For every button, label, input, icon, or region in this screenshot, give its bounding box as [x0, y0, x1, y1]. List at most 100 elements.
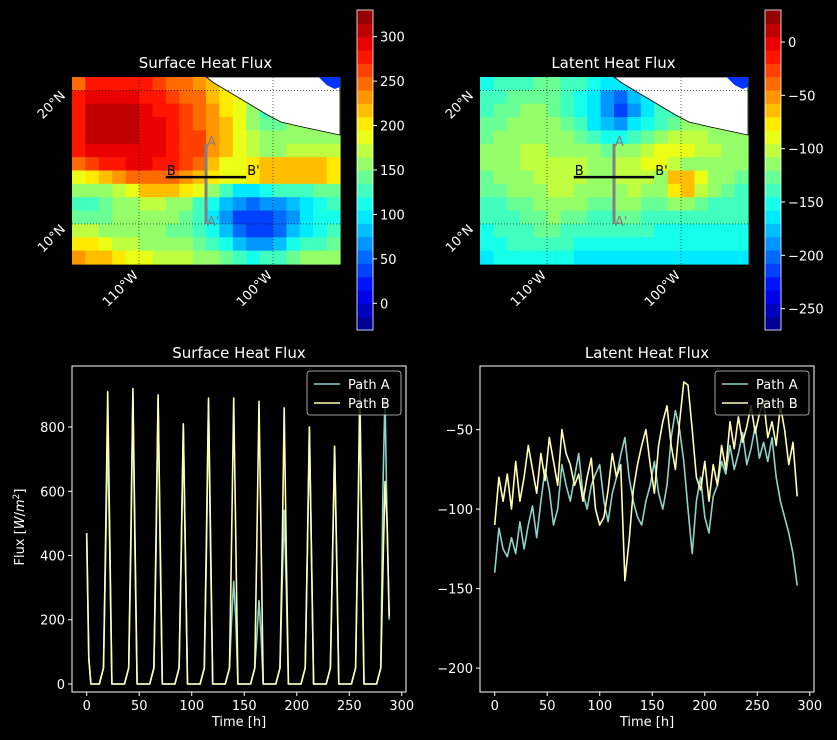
- heatmap-cell: [640, 130, 655, 145]
- heatmap-cell: [573, 130, 588, 145]
- heatmap-cell: [533, 77, 548, 91]
- heatmap-cell: [707, 210, 722, 225]
- lon-tick-label: 110°W: [100, 268, 142, 310]
- heatmap-cell: [299, 237, 314, 252]
- heatmap-cell: [139, 197, 153, 212]
- heatmap-cell: [206, 237, 220, 252]
- heatmap-cell: [85, 183, 100, 198]
- heatmap-cell: [299, 157, 314, 172]
- heatmap-cell: [506, 197, 521, 212]
- heatmap-cell: [206, 130, 220, 145]
- heatmap-cell: [313, 210, 328, 225]
- heatmap-cell: [139, 170, 153, 185]
- heatmap-cell: [273, 183, 287, 198]
- heatmap-cell: [139, 223, 153, 238]
- heatmap-cell: [627, 143, 642, 158]
- x-axis-label-latent: Time [h]: [619, 715, 674, 730]
- heatmap-cell: [506, 210, 521, 225]
- heatmap-cell: [533, 183, 548, 198]
- heatmap-cell: [654, 237, 669, 252]
- heatmap-cell: [232, 237, 247, 252]
- heatmap-cell: [573, 183, 588, 198]
- heatmap-cell: [259, 237, 274, 252]
- heatmap-cell: [165, 157, 180, 172]
- heatmap-cell: [112, 130, 127, 145]
- heatmap-cell: [125, 130, 140, 145]
- heatmap-cell: [179, 77, 194, 91]
- heatmap-cell: [98, 103, 113, 118]
- heatmap-cell: [667, 210, 682, 225]
- heatmap-cell: [547, 157, 561, 172]
- heatmap-cell: [480, 117, 494, 132]
- heatmap-cell: [600, 90, 615, 105]
- colorbar-band: [357, 63, 373, 78]
- heatmap-cell: [520, 130, 535, 145]
- colorbar-band: [357, 210, 373, 224]
- heatmap-cell: [139, 210, 153, 225]
- heatmap-cell: [72, 170, 86, 185]
- heatmap-cell: [232, 210, 247, 225]
- heatmap-cell: [520, 183, 535, 198]
- heatmap-cell: [533, 117, 548, 132]
- colorbar-band: [357, 276, 373, 291]
- heatmap-cell: [152, 223, 167, 238]
- heatmap-cell: [667, 117, 682, 132]
- heatmap-cell: [627, 90, 642, 105]
- colorbar-tick-label: −100: [788, 143, 824, 158]
- heatmap-cell: [112, 117, 127, 132]
- y-tick-label: 200: [40, 614, 65, 629]
- x-tick-label: 50: [539, 699, 556, 714]
- heatmap-cell: [667, 197, 682, 212]
- heatmap-cell: [232, 117, 247, 132]
- heatmap-cell: [533, 237, 548, 252]
- heatmap-cell: [654, 143, 669, 158]
- heatmap-cell: [125, 197, 140, 212]
- heatmap-cell: [547, 117, 561, 132]
- heatmap-cell: [219, 223, 234, 238]
- heatmap-cell: [206, 210, 220, 225]
- heatmap-cell: [721, 197, 736, 212]
- colorbar-band: [765, 196, 781, 211]
- colorbar-band: [357, 290, 373, 304]
- heatmap-cell: [587, 210, 602, 225]
- heatmap-cell: [627, 130, 642, 145]
- heatmap-cell: [246, 117, 261, 132]
- heatmap-cell: [112, 103, 127, 118]
- heatmap-cell: [573, 197, 588, 212]
- heatmap-cell: [85, 157, 100, 172]
- colorbar-band: [357, 183, 373, 198]
- heatmap-cell: [192, 77, 207, 91]
- heatmap-cell: [614, 130, 628, 145]
- heatmap-cell: [112, 157, 127, 172]
- colorbar-tick-label: 50: [380, 253, 397, 268]
- lat-tick-label: 10°N: [35, 222, 69, 256]
- heatmap-cell: [640, 210, 655, 225]
- x-tick-label: 250: [745, 699, 770, 714]
- heatmap-cell: [694, 170, 709, 185]
- x-tick-label: 150: [640, 699, 665, 714]
- heatmap-cell: [547, 90, 561, 105]
- latent-heat-flux-timeseries-panel: Latent Heat Flux Time [h] 0 50 100 150 200 25…: [437, 344, 822, 730]
- heatmap-cell: [112, 210, 127, 225]
- x-tick-label: 100: [587, 699, 612, 714]
- legend-label: Path A: [348, 378, 390, 393]
- heatmap-cell: [192, 210, 207, 225]
- heatmap-cell: [112, 197, 127, 212]
- colorbar-tick-label: −150: [788, 196, 824, 211]
- heatmap-cell: [299, 223, 314, 238]
- legend-label: Path A: [756, 378, 798, 393]
- heatmap-cell: [246, 197, 261, 212]
- heatmap-cell: [98, 197, 113, 212]
- heatmap-cell: [165, 223, 180, 238]
- x-tick-label: 250: [337, 699, 362, 714]
- colorbar-band: [765, 170, 781, 184]
- heatmap-cell: [299, 130, 314, 145]
- heatmap-cell: [326, 170, 341, 185]
- heatmap-cell: [85, 103, 100, 118]
- heatmap-cell: [85, 223, 100, 238]
- colorbar-band: [765, 103, 781, 118]
- heatmap-cell: [721, 210, 736, 225]
- heatmap-cell: [587, 103, 602, 118]
- axes-frame: [71, 365, 407, 693]
- heatmap-cell: [152, 90, 167, 105]
